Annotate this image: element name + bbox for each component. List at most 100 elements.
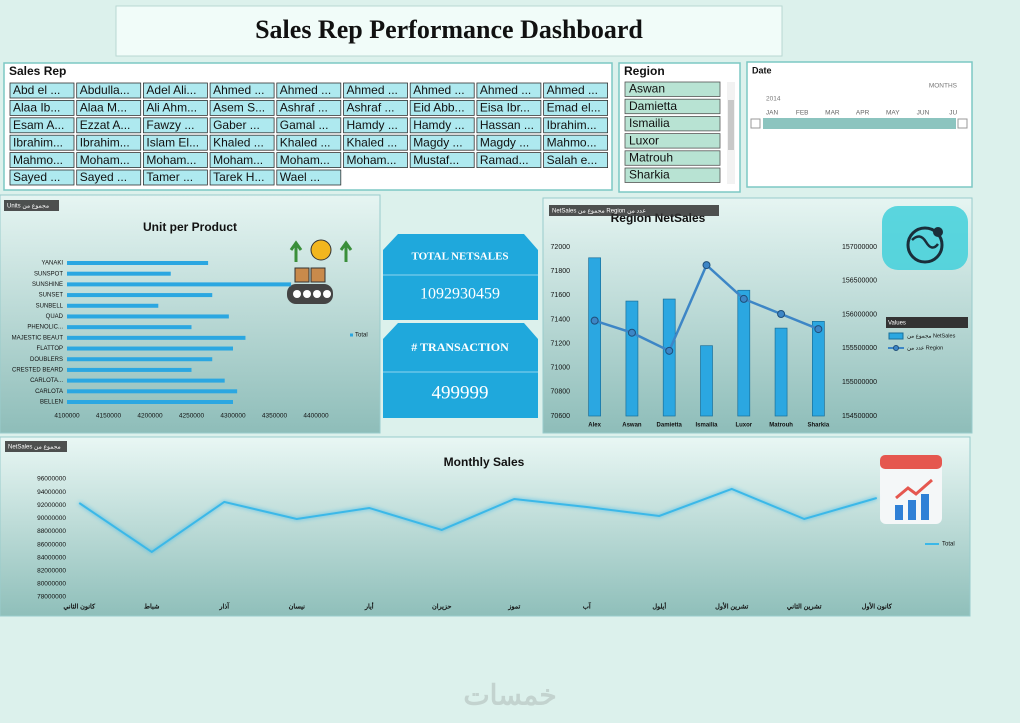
slicer-button[interactable] [76,134,142,151]
slicer-button[interactable] [276,117,342,134]
slicer-button[interactable] [543,134,608,151]
slicer-button[interactable] [76,100,142,116]
y-tick-label: 80000000 [37,581,66,588]
slicer-item: Ezzat A... [80,118,131,132]
bar [67,378,225,383]
slicer-button[interactable] [624,133,721,149]
slicer-button[interactable] [476,152,542,169]
slicer-button[interactable] [343,100,408,116]
x-tick-label: كانون الثاني [63,603,96,612]
slicer-button[interactable] [209,117,275,134]
slicer-button[interactable] [409,152,475,169]
slicer-item: Hamdy ... [413,118,464,132]
slicer-button[interactable] [543,117,608,134]
slicer-button[interactable] [276,152,342,169]
slicer-button[interactable] [209,100,275,116]
slicer-button[interactable] [142,134,208,151]
slicer-button[interactable] [409,100,475,116]
slicer-button[interactable] [476,100,542,116]
slicer-button[interactable] [276,100,342,116]
slicer-button[interactable] [209,169,275,186]
scroll-thumb[interactable] [728,100,734,150]
slicer-item: Luxor [629,133,659,147]
slicer-button[interactable] [476,117,542,134]
slicer-button[interactable] [624,98,721,115]
slicer-item: Tarek H... [213,170,264,184]
slicer-button[interactable] [409,82,475,99]
slicer-button[interactable] [476,134,542,151]
slicer-item: Salah e... [547,153,598,167]
category-label: SUNSPOT [34,271,63,277]
slicer-button[interactable] [624,81,721,97]
slicer-button[interactable] [9,117,75,134]
slicer-button[interactable] [142,82,208,99]
slicer-button[interactable] [142,152,208,169]
slicer-button[interactable] [343,134,408,151]
slicer-button[interactable] [76,152,142,169]
scroll-left[interactable] [750,118,761,129]
bar [67,400,233,404]
slicer-button[interactable] [276,169,342,186]
slicer-item: Wael ... [280,170,320,184]
slicer-item: Hassan ... [480,118,534,132]
category-label: BELLEN [40,400,63,406]
field-button[interactable] [549,205,719,216]
y-tick-label: 94000000 [37,489,66,496]
slicer-item: Khaled ... [213,135,264,149]
slicer-button[interactable] [76,169,142,186]
timeline-bar[interactable] [763,118,956,129]
x-tick-label: أيلول [652,601,666,611]
slicer-button[interactable] [142,169,208,186]
marker [777,309,786,318]
slicer-item: Emad el... [547,101,601,115]
slicer-button[interactable] [624,116,721,132]
slicer-button[interactable] [343,117,408,134]
line [78,487,878,554]
category-label: CRESTED BEARD [12,368,64,374]
scroll-right[interactable] [957,118,968,129]
slicer-button[interactable] [476,82,542,99]
legend-swatch [350,333,353,337]
slicer-button[interactable] [543,82,608,99]
slicer-button[interactable] [76,117,142,134]
slicer-button[interactable] [343,82,408,99]
kpi-card [383,323,538,418]
field-button[interactable] [4,200,59,211]
bar [67,357,213,362]
time-level[interactable]: MONTHS [929,83,958,90]
slicer-button[interactable] [624,150,721,166]
slicer-button[interactable] [9,134,75,151]
slicer-button[interactable] [543,100,608,116]
slicer-item: Mahmo... [547,135,597,149]
category-label: SUNSET [39,293,64,299]
field-button-label: NetSales مجموع من Region عدد من [552,209,646,215]
slicer-button[interactable] [76,82,142,99]
card-label: TOTAL NETSALES [411,251,508,263]
y-tick-label: 71400 [551,316,571,323]
slicer-button[interactable] [209,152,275,169]
field-button[interactable] [5,441,67,452]
slicer-button[interactable] [409,134,475,151]
slicer-button[interactable] [624,167,721,183]
slicer-button[interactable] [142,117,208,134]
x-tick-label: Sharkia [808,423,830,429]
marker [627,328,636,337]
slicer-button[interactable] [9,152,75,169]
slicer-button[interactable] [142,100,208,116]
slicer-button[interactable] [409,117,475,134]
slicer-button[interactable] [276,82,342,99]
slicer-item: Ahmed ... [280,83,331,97]
slicer-button[interactable] [276,134,342,151]
slicer-button[interactable] [9,82,75,99]
y2-tick-label: 155000000 [842,379,877,386]
title-box [115,5,783,57]
slicer-button[interactable] [209,82,275,99]
slicer-button[interactable] [9,100,75,116]
slicer-button[interactable] [209,134,275,151]
bar [67,367,192,372]
slicer-button[interactable] [343,152,408,169]
slicer-button[interactable] [9,169,75,186]
slicer-button[interactable] [543,152,608,169]
slicer-item: Sayed ... [13,170,60,184]
x-tick-label: Alex [588,423,601,429]
